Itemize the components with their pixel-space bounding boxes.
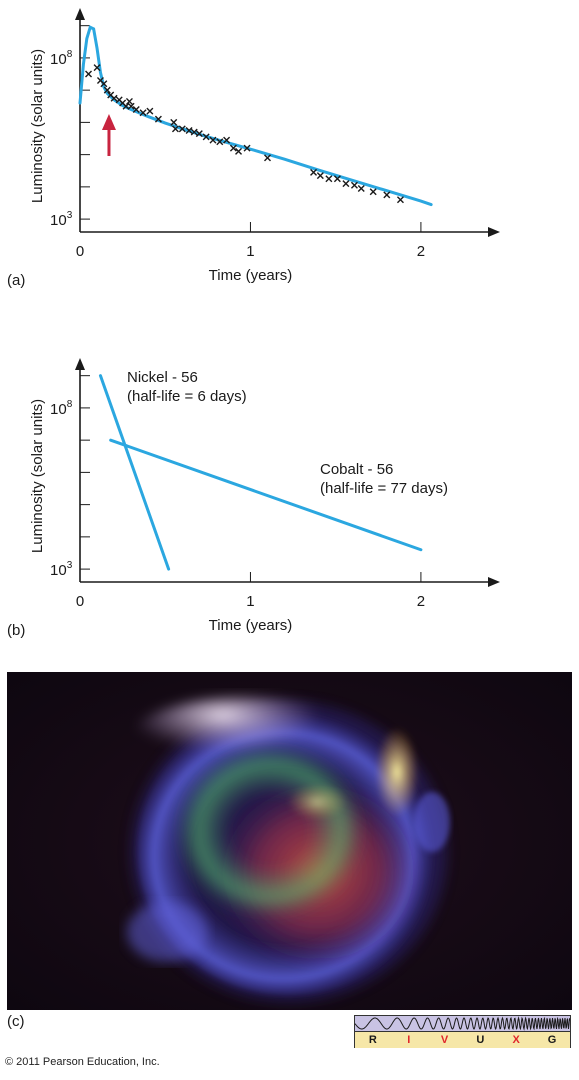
x-tick-label: 1: [246, 593, 254, 610]
observation-point: [316, 172, 324, 180]
observation-point: [357, 184, 365, 192]
spectrum-band-r: R: [368, 1034, 377, 1046]
observation-point: [132, 105, 140, 113]
nickel-decay-line: [98, 374, 171, 571]
observation-point: [122, 102, 130, 110]
x-axis-label: Time (years): [209, 617, 293, 634]
observation-point: [93, 64, 101, 72]
spectrum-band-x: X: [512, 1034, 520, 1046]
supernova-remnant-image: [7, 672, 572, 1010]
spectrum-band-i: I: [407, 1034, 411, 1046]
observation-point: [223, 136, 231, 144]
x-tick-label: 2: [417, 593, 425, 610]
nickel-series-name: Nickel - 56: [127, 369, 198, 386]
x-tick-label: 0: [76, 593, 84, 610]
observation-point: [195, 130, 203, 138]
y-axis-label: Luminosity (solar units): [29, 399, 46, 553]
annotation-arrow-icon: [101, 114, 116, 156]
nickel-half-life-note: (half-life = 6 days): [127, 388, 247, 405]
observation-point: [310, 168, 318, 176]
cobalt-half-life-note: (half-life = 77 days): [320, 480, 448, 497]
y-tick-label: 108: [50, 399, 73, 418]
observation-point: [154, 115, 162, 123]
cobalt-decay-line: [109, 438, 423, 552]
spectrum-band-v: V: [440, 1034, 449, 1046]
observation-point: [125, 97, 133, 105]
observation-point: [103, 86, 111, 94]
observation-point: [127, 102, 135, 110]
x-tick-label: 2: [417, 243, 425, 260]
observation-point: [333, 175, 341, 183]
observation-point: [325, 175, 333, 183]
x-axis-arrow-icon: [488, 577, 500, 587]
observation-point: [202, 133, 210, 141]
observation-point: [170, 118, 178, 126]
observation-point: [216, 138, 224, 146]
cobalt-series-name: Cobalt - 56: [320, 461, 393, 478]
x-axis-label: Time (years): [209, 267, 293, 284]
observation-point: [229, 144, 237, 152]
y-tick-label: 108: [50, 49, 73, 68]
observation-point: [396, 196, 404, 204]
y-tick-label: 103: [50, 210, 73, 229]
y-axis-arrow-icon: [75, 8, 85, 20]
decay-model-panel: 108 103 0 1 2 Time (years) Luminosity (solar u…: [0, 350, 579, 650]
x-tick-label: 0: [76, 243, 84, 260]
observation-point: [171, 125, 179, 133]
observation-point: [235, 147, 243, 155]
observation-point: [139, 109, 147, 117]
y-tick-exponent: 3: [67, 560, 73, 571]
model-light-curve: [78, 25, 433, 207]
y-tick-exponent: 8: [67, 49, 73, 60]
y-tick-exponent: 8: [67, 399, 73, 410]
observation-point: [85, 70, 93, 78]
observation-point: [190, 128, 198, 136]
observation-point: [243, 144, 251, 152]
wave-icon: [354, 1016, 571, 1032]
observation-point: [350, 181, 358, 189]
observation-point: [146, 107, 154, 115]
y-axis-arrow-icon: [75, 358, 85, 370]
panel-label-c: (c): [7, 1013, 25, 1030]
panel-label-a: (a): [7, 272, 26, 289]
observation-point: [342, 180, 350, 188]
observation-point: [369, 188, 377, 196]
observation-point: [100, 80, 108, 88]
y-tick-exponent: 3: [67, 210, 73, 221]
observation-point: [178, 125, 186, 133]
copyright-notice: © 2011 Pearson Education, Inc.: [5, 1056, 160, 1068]
panel-label-b: (b): [7, 622, 26, 639]
spectrum-band-g: G: [547, 1034, 557, 1046]
observation-point: [185, 126, 193, 134]
observation-point: [209, 136, 217, 144]
observation-point: [383, 191, 391, 199]
observation-point: [264, 154, 271, 162]
y-axis-label: Luminosity (solar units): [29, 49, 46, 203]
y-tick-label: 103: [50, 560, 73, 579]
spectrum-band-u: U: [476, 1034, 485, 1046]
x-axis-arrow-icon: [488, 227, 500, 237]
observation-point: [110, 94, 118, 102]
light-curve-panel: 108 103 0 1 2 Time (years) Luminosity (solar u…: [0, 0, 579, 300]
x-tick-label: 1: [246, 243, 254, 260]
